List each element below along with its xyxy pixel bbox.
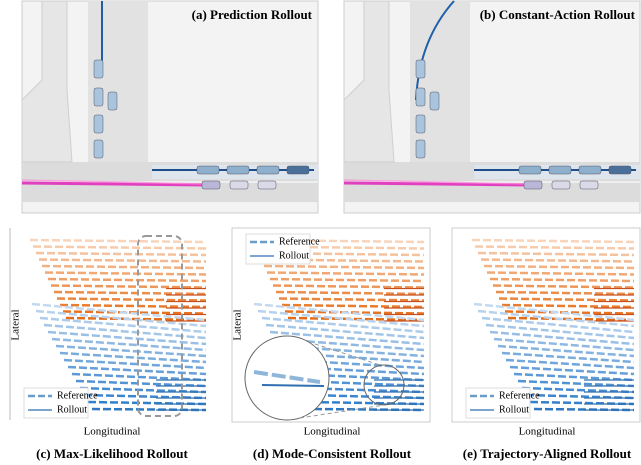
y-axis-label: Lateral [10, 309, 22, 340]
vehicle [202, 181, 220, 189]
vehicle [580, 181, 598, 189]
vehicle [94, 140, 103, 158]
vehicle [549, 166, 571, 174]
vehicle [416, 140, 425, 158]
panel-title: (a) Prediction Rollout [192, 7, 313, 22]
vehicle [197, 166, 219, 174]
reference-path [518, 381, 634, 386]
vehicle [258, 181, 276, 189]
vehicle [227, 166, 249, 174]
reference-path [484, 266, 634, 268]
reference-path [510, 367, 634, 374]
road [88, 1, 148, 162]
vehicle [552, 181, 570, 189]
figure: (a) Prediction Rollout (b) Constant-Actio… [0, 0, 641, 465]
plot-caption: (c) Max-Likelihood Rollout [36, 446, 188, 461]
reference-path [481, 260, 634, 262]
plot: Reference Rollout Longitudinal Lateral (c) M… [10, 236, 206, 461]
reference-path [270, 279, 424, 281]
reference-path [478, 253, 634, 255]
legend-label: Rollout [57, 404, 87, 415]
reference-path [486, 325, 634, 338]
x-axis-label: Longitudinal [84, 426, 141, 438]
x-axis-label: Longitudinal [519, 426, 576, 438]
road [410, 1, 470, 162]
reference-path [273, 286, 424, 288]
vehicle [416, 115, 425, 133]
vehicle [430, 92, 439, 110]
reference-path [276, 292, 424, 294]
plot-caption: (e) Trajectory-Aligned Rollout [463, 446, 632, 461]
vehicle [524, 181, 542, 189]
reference-path [33, 247, 206, 249]
reference-path [487, 273, 634, 275]
x-axis-label: Longitudinal [304, 426, 361, 438]
plot: Reference Rollout Longitudinal (e) Trajecto… [463, 240, 634, 461]
vehicle [416, 60, 425, 78]
zoom-circle [245, 336, 329, 420]
reference-path [496, 292, 634, 294]
vehicle [94, 60, 103, 78]
vehicle [609, 166, 631, 174]
vehicle [94, 115, 103, 133]
vehicle [108, 92, 117, 110]
reference-path [36, 253, 206, 255]
reference-path [264, 266, 424, 268]
vehicle [416, 88, 425, 106]
reference-path [57, 299, 206, 301]
reference-path [490, 279, 634, 281]
legend-label: Rollout [279, 250, 309, 261]
rollout-path [262, 385, 324, 386]
reference-path [267, 273, 424, 275]
reference-path [493, 286, 634, 288]
reference-path [76, 381, 206, 386]
plot: Reference Rollout Longitudinal Lateral (d) M… [232, 234, 424, 461]
legend-label: Rollout [499, 404, 529, 415]
reference-path [502, 305, 634, 307]
panel-title: (b) Constant-Action Rollout [480, 7, 636, 22]
reference-path [30, 240, 206, 242]
reference-path [39, 260, 206, 262]
vehicle [230, 181, 248, 189]
vehicle [257, 166, 279, 174]
reference-path [475, 247, 634, 249]
legend-label: Reference [279, 236, 320, 247]
vehicle [579, 166, 601, 174]
reference-path [54, 292, 206, 294]
reference-path [490, 332, 634, 344]
reference-path [499, 299, 634, 301]
plot-caption: (d) Mode-Consistent Rollout [253, 446, 412, 461]
vehicle [519, 166, 541, 174]
legend-label: Reference [57, 390, 98, 401]
reference-path [514, 374, 634, 380]
reference-path [60, 305, 206, 307]
reference-path [279, 299, 424, 301]
legend-label: Reference [499, 390, 540, 401]
vehicle [94, 88, 103, 106]
y-axis-label: Lateral [232, 309, 244, 340]
vehicle [287, 166, 309, 174]
reference-path [282, 305, 424, 307]
reference-path [472, 240, 634, 242]
